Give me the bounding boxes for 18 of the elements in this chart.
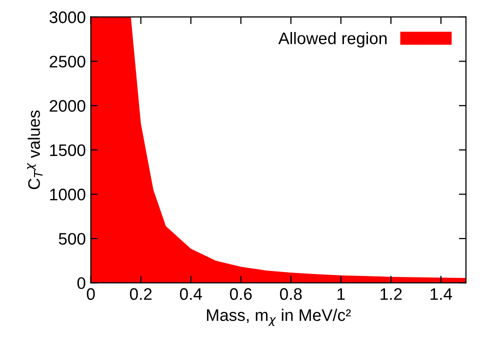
x-axis-title: Mass, m$_{χ}$ in MeV/c² — [207, 308, 351, 326]
y-tick-label: 2000 — [50, 100, 86, 112]
y-tick-label: 500 — [58, 232, 86, 245]
x-tick-label: 0.6 — [230, 288, 252, 300]
x-tick-label: 0.2 — [130, 288, 152, 300]
y-tick-label: 1000 — [50, 188, 86, 200]
x-tick-label: 1.2 — [380, 288, 402, 300]
x-tick-label: 0.8 — [280, 288, 302, 300]
y-tick-label: 2500 — [50, 56, 86, 68]
x-tick-label: 1 — [338, 288, 345, 300]
y-tick-label: 3000 — [50, 11, 86, 24]
y-tick-label: 1500 — [50, 144, 86, 156]
y-axis-title: C$_{T}$$^{χ}$ values — [27, 110, 43, 190]
legend-label: Allowed region — [278, 32, 387, 48]
y-tick-label: 0 — [77, 277, 86, 290]
x-tick-label: 0.4 — [180, 288, 202, 300]
x-tick-label: 0 — [86, 288, 95, 300]
x-tick-label: 1.4 — [430, 288, 452, 300]
